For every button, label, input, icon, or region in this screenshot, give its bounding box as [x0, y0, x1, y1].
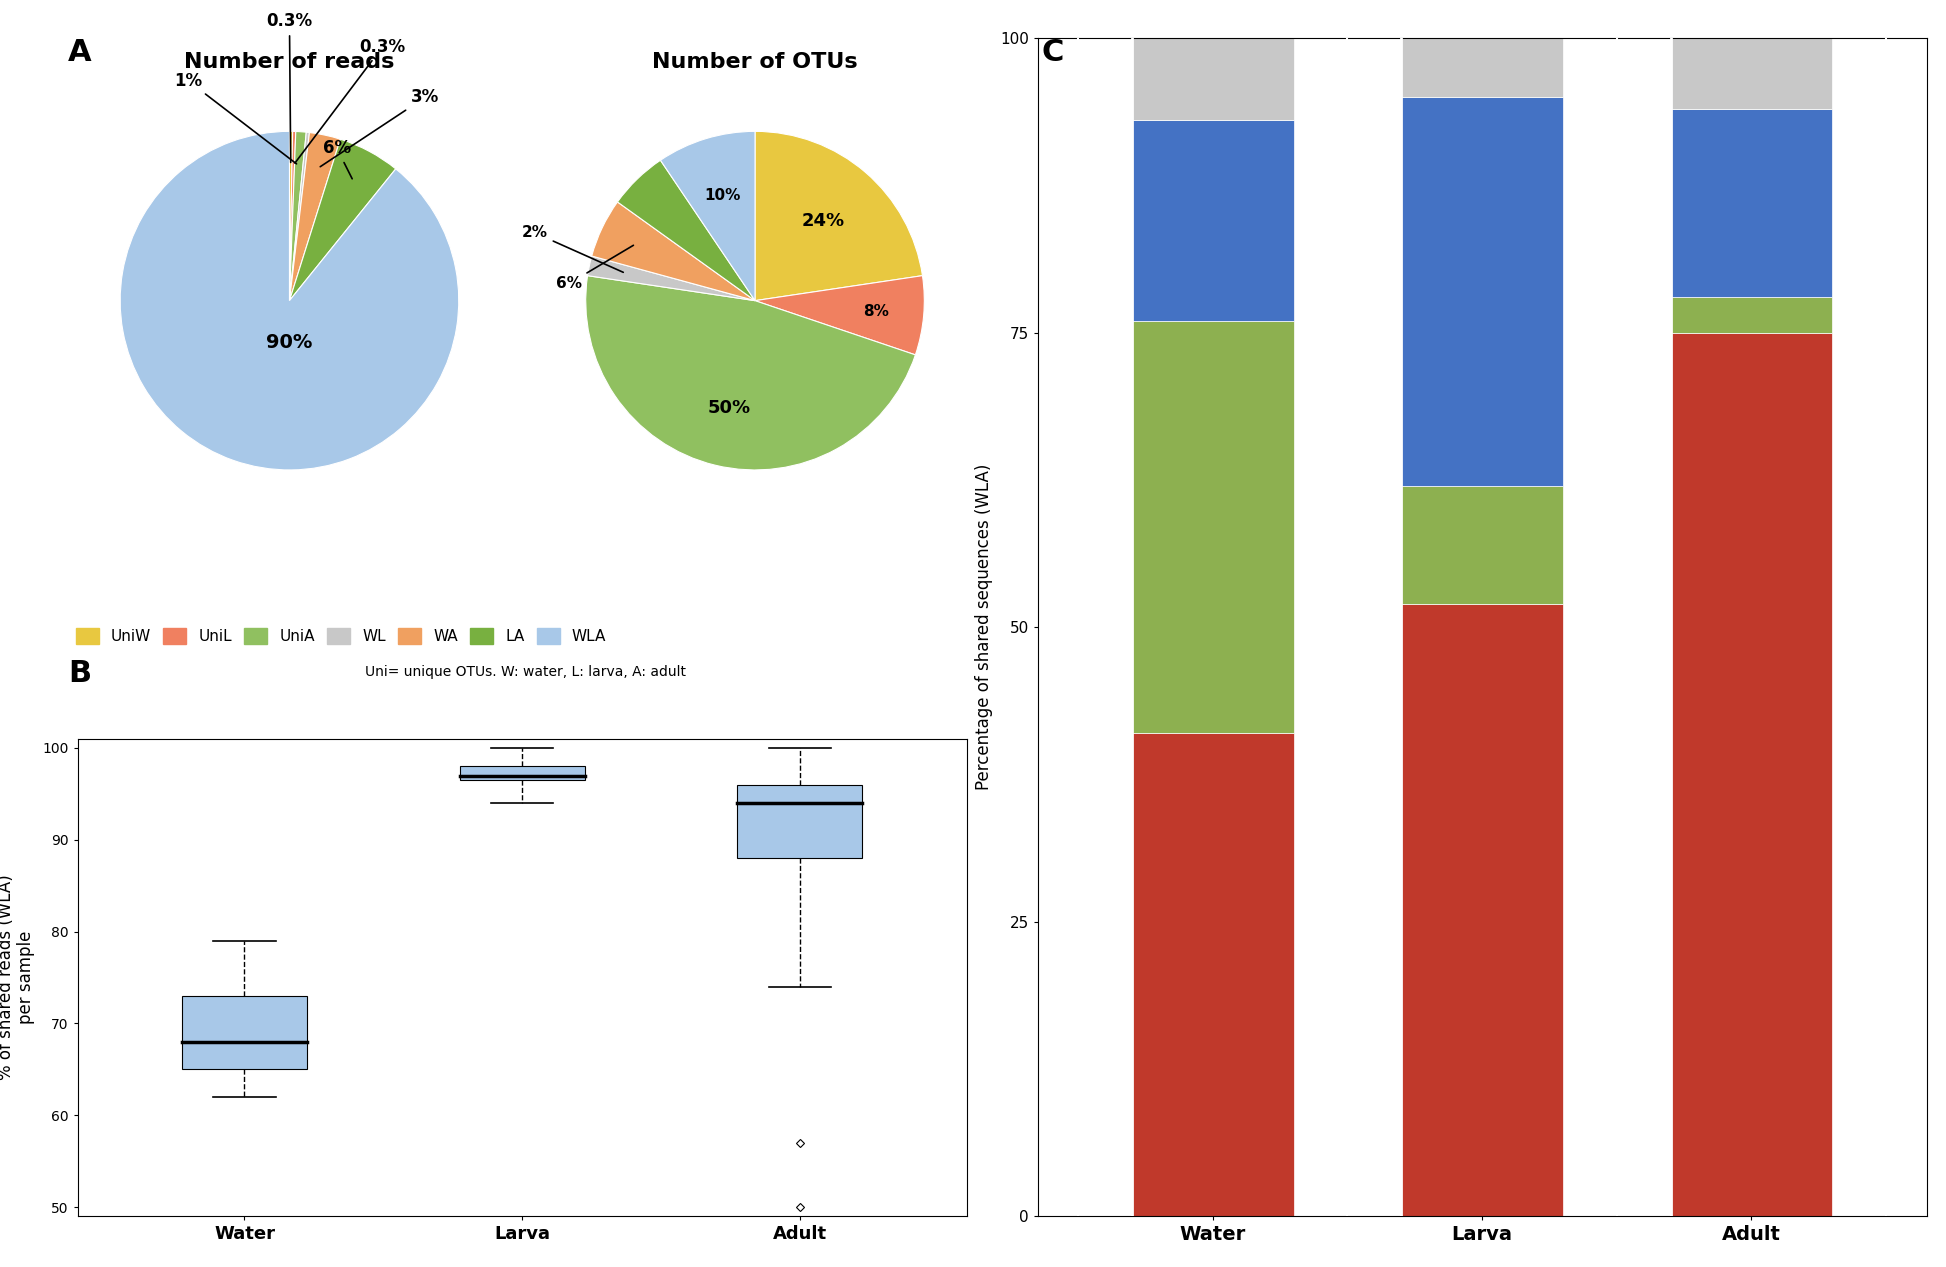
- Wedge shape: [755, 276, 924, 355]
- Bar: [1401, 485, 1563, 603]
- Wedge shape: [588, 256, 755, 300]
- Text: 3%: 3%: [321, 89, 440, 167]
- Text: C: C: [1041, 38, 1063, 67]
- Bar: [1401, 38, 1563, 98]
- Text: 24%: 24%: [802, 212, 845, 231]
- Bar: [1672, 109, 1833, 298]
- Text: 6%: 6%: [557, 246, 632, 291]
- Text: 8%: 8%: [864, 304, 889, 319]
- Text: 6%: 6%: [323, 139, 352, 179]
- Wedge shape: [660, 132, 755, 300]
- Text: Uni= unique OTUs. W: water, L: larva, A: adult: Uni= unique OTUs. W: water, L: larva, A:…: [366, 665, 685, 679]
- Text: 1%: 1%: [173, 71, 296, 163]
- Bar: [459, 767, 584, 780]
- Title: Number of reads: Number of reads: [185, 52, 395, 72]
- Y-axis label: % of shared reads (WLA)
per sample: % of shared reads (WLA) per sample: [0, 874, 35, 1081]
- Y-axis label: Percentage of shared sequences (WLA): Percentage of shared sequences (WLA): [975, 464, 992, 791]
- Bar: [1401, 603, 1563, 1216]
- Legend: UniW, UniL, UniA, WL, WA, LA, WLA: UniW, UniL, UniA, WL, WA, LA, WLA: [76, 628, 607, 645]
- Bar: [1672, 298, 1833, 332]
- Wedge shape: [290, 132, 306, 300]
- Wedge shape: [592, 201, 755, 300]
- Bar: [1133, 321, 1294, 734]
- Bar: [1133, 38, 1294, 120]
- Bar: [1672, 332, 1833, 1216]
- Text: 0.3%: 0.3%: [296, 38, 405, 163]
- Bar: [183, 996, 307, 1069]
- Text: 90%: 90%: [267, 333, 313, 352]
- Bar: [1133, 734, 1294, 1216]
- Wedge shape: [290, 132, 292, 300]
- Text: B: B: [68, 659, 91, 688]
- Wedge shape: [755, 132, 922, 300]
- Wedge shape: [290, 133, 341, 300]
- Text: 10%: 10%: [704, 188, 741, 203]
- Wedge shape: [290, 132, 309, 300]
- Text: 2%: 2%: [522, 226, 623, 272]
- Bar: [1133, 120, 1294, 321]
- Text: 0.3%: 0.3%: [267, 13, 313, 162]
- Title: Number of OTUs: Number of OTUs: [652, 52, 858, 72]
- Wedge shape: [290, 139, 395, 300]
- Text: A: A: [68, 38, 91, 67]
- Wedge shape: [290, 132, 296, 300]
- Wedge shape: [617, 160, 755, 300]
- Bar: [1401, 98, 1563, 485]
- Wedge shape: [121, 132, 459, 470]
- Bar: [1672, 38, 1833, 109]
- Bar: [738, 784, 862, 858]
- Text: 50%: 50%: [708, 399, 751, 417]
- Wedge shape: [586, 276, 915, 470]
